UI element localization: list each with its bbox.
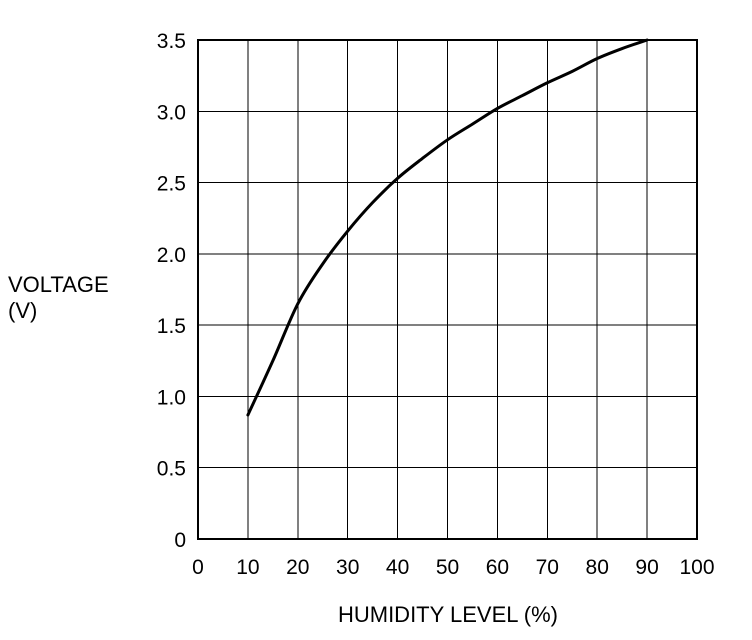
x-axis-ticks: 0 10 20 30 40 50 60 70 80 90 100 xyxy=(192,556,714,579)
series-line xyxy=(246,38,649,417)
y-tick-label: 2.5 xyxy=(157,173,186,196)
y-axis-label-line-2: (V) xyxy=(8,298,37,323)
x-tick-label: 70 xyxy=(536,556,559,579)
x-tick-label: 10 xyxy=(236,556,259,579)
grid xyxy=(197,39,698,540)
y-tick-label: 3.5 xyxy=(157,30,186,53)
y-tick-label: 0.5 xyxy=(157,458,186,481)
x-tick-label: 0 xyxy=(192,556,204,579)
y-tick-label: 3.0 xyxy=(157,101,186,124)
y-tick-label: 2.0 xyxy=(157,244,186,267)
x-tick-label: 60 xyxy=(486,556,509,579)
y-tick-label: 0 xyxy=(174,529,186,552)
x-tick-label: 100 xyxy=(679,556,714,579)
plot-area-frame xyxy=(197,39,698,540)
y-axis-ticks: 0 0.5 1.0 1.5 2.0 2.5 3.0 3.5 xyxy=(157,30,186,552)
x-tick-label: 20 xyxy=(286,556,309,579)
x-tick-label: 40 xyxy=(386,556,409,579)
y-tick-label: 1.5 xyxy=(157,315,186,338)
x-tick-label: 50 xyxy=(436,556,459,579)
x-tick-label: 90 xyxy=(635,556,658,579)
y-axis-label-line-1: VOLTAGE xyxy=(8,272,109,297)
x-tick-label: 80 xyxy=(586,556,609,579)
x-tick-label: 30 xyxy=(336,556,359,579)
y-tick-label: 1.0 xyxy=(157,386,186,409)
x-axis-label: HUMIDITY LEVEL (%) xyxy=(338,602,558,627)
